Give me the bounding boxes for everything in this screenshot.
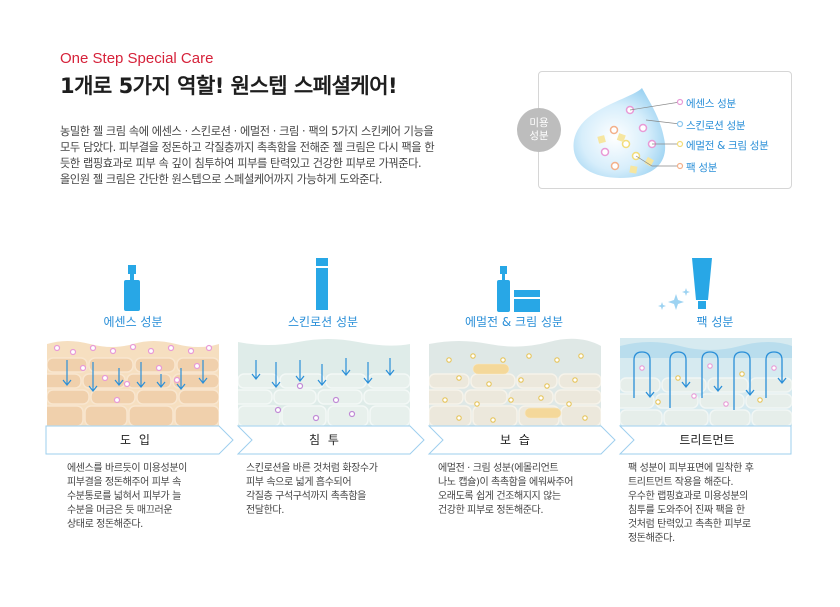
description-line: 듯한 랩핑효과로 피부 속 깊이 침투하여 피부를 탄력있고 건강한 피부로 가…: [60, 157, 422, 170]
pack-tube-icon: [658, 258, 712, 310]
section-title: 1개로 5가지 역할! 원스텝 스페셜케어!: [60, 74, 398, 98]
step-4-label: 트리트먼트: [679, 433, 735, 447]
legend-essence: 에센스 성분: [686, 98, 736, 110]
legend-emulsion-cream: 에멀전 & 크림 성분: [686, 140, 769, 152]
process-step-bar: [45, 425, 792, 455]
desc-line: 수분을 머금은 듯 매끄러운: [67, 505, 173, 516]
description-line: 농밀한 젤 크림 속에 에센스 · 스킨로션 · 에멀전 · 크림 · 팩의 5…: [60, 125, 434, 138]
desc-line: 침투를 도와주어 진짜 팩을 한: [628, 505, 745, 516]
desc-line: 팩 성분이 피부표면에 밀착한 후: [628, 463, 754, 474]
desc-line: 것처럼 탄력있고 촉촉한 피부로: [628, 519, 751, 530]
beauty-ingredient-badge: 미용 성분: [517, 108, 561, 152]
step-3-description: 에멀전 · 크림 성분(에몰리언트 나노 캡슐)이 촉촉함을 에워싸주어 오래도…: [438, 462, 573, 518]
step-1-label: 도 입: [120, 433, 152, 447]
step-4-ingredient-title: 팩 성분: [696, 315, 734, 329]
desc-line: 상태로 정돈해준다.: [67, 519, 143, 530]
step-2-description: 스킨로션을 바른 것처럼 화장수가 피부 속으로 넓게 흡수되어 각질층 구석구…: [246, 462, 378, 518]
description-line: 모두 담았다. 피부결을 정돈하고 각질층까지 촉촉함을 전해준 젤 크림은 다…: [60, 141, 435, 154]
desc-line: 건강한 피부로 정돈해준다.: [438, 505, 544, 516]
step-2-ingredient-title: 스킨로션 성분: [287, 315, 359, 329]
desc-line: 에멀전 · 크림 성분(에몰리언트: [438, 463, 559, 474]
desc-line: 피부 속으로 넓게 흡수되어: [246, 477, 352, 488]
legend-pack: 팩 성분: [686, 162, 718, 174]
desc-line: 정돈해준다.: [628, 533, 675, 544]
skin-layer-lotion-illustration: [238, 339, 410, 426]
desc-line: 전달한다.: [246, 505, 284, 516]
step-1-ingredient-title: 에센스 성분: [103, 315, 163, 329]
emulsion-cream-icon: [497, 266, 540, 312]
skin-lotion-bottle-icon: [316, 258, 328, 310]
intro-description: 농밀한 젤 크림 속에 에센스 · 스킨로션 · 에멀전 · 크림 · 팩의 5…: [60, 124, 530, 188]
desc-line: 우수한 랩핑효과로 미용성분의: [628, 491, 748, 502]
desc-line: 피부결을 정돈해주어 피부 속: [67, 477, 181, 488]
step-3-ingredient-title: 에멀전 & 크림 성분: [464, 315, 564, 329]
desc-line: 스킨로션을 바른 것처럼 화장수가: [246, 463, 378, 474]
desc-line: 각질층 구석구석까지 촉촉함을: [246, 491, 366, 502]
desc-line: 에센스를 바르듯이 미용성분이: [67, 463, 187, 474]
step-3-label: 보 습: [500, 433, 532, 447]
skin-layer-pack-illustration: [620, 338, 792, 426]
skin-layer-emulsion-illustration: [429, 338, 601, 426]
legend-skin-lotion: 스킨로션 성분: [686, 120, 746, 132]
section-subtitle: One Step Special Care: [60, 50, 214, 67]
badge-text: 미용 성분: [529, 117, 549, 142]
ingredient-droplet-illustration: [573, 88, 684, 178]
desc-line: 나노 캡슐)이 촉촉함을 에워싸주어: [438, 477, 574, 488]
desc-line: 수분통로를 넓혀서 피부가 늘: [67, 491, 181, 502]
description-line: 올인원 젤 크림은 간단한 원스텝으로 스페셜케어까지 가능하게 도와준다.: [60, 173, 383, 186]
desc-line: 트리트먼트 작용을 해준다.: [628, 477, 734, 488]
essence-bottle-icon: [124, 265, 140, 311]
skin-layer-essence-illustration: [47, 341, 219, 426]
step-4-description: 팩 성분이 피부표면에 밀착한 후 트리트먼트 작용을 해준다. 우수한 랩핑효…: [628, 462, 754, 546]
desc-line: 오래도록 쉽게 건조해지지 않는: [438, 491, 561, 502]
step-1-description: 에센스를 바르듯이 미용성분이 피부결을 정돈해주어 피부 속 수분통로를 넓혀…: [67, 462, 187, 532]
step-2-label: 침 투: [309, 433, 341, 447]
